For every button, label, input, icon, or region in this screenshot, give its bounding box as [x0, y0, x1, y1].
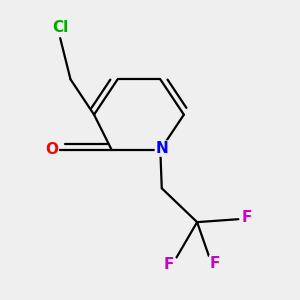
Text: F: F	[164, 257, 174, 272]
Text: Cl: Cl	[52, 20, 68, 35]
Text: N: N	[155, 141, 168, 156]
Text: O: O	[45, 142, 58, 158]
Text: F: F	[242, 210, 252, 225]
Text: F: F	[210, 256, 220, 271]
